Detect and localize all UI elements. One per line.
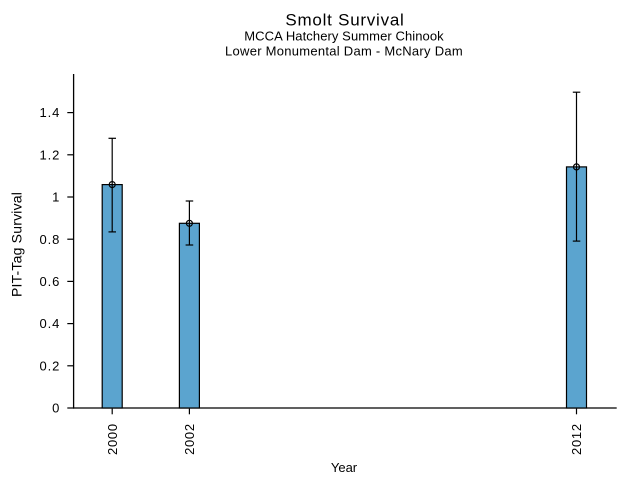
svg-text:2012: 2012 xyxy=(569,423,584,455)
svg-text:2002: 2002 xyxy=(182,423,197,455)
svg-text:0.8: 0.8 xyxy=(40,232,61,247)
svg-text:0.4: 0.4 xyxy=(40,316,61,331)
svg-text:MCCA Hatchery Summer Chinook: MCCA Hatchery Summer Chinook xyxy=(244,28,444,43)
svg-text:Year: Year xyxy=(331,460,358,475)
svg-text:Smolt Survival: Smolt Survival xyxy=(285,11,404,30)
svg-text:1: 1 xyxy=(52,190,60,205)
svg-text:Lower Monumental Dam - McNary: Lower Monumental Dam - McNary Dam xyxy=(225,44,463,59)
svg-text:2000: 2000 xyxy=(105,423,120,455)
svg-text:1.4: 1.4 xyxy=(40,105,61,120)
svg-text:0.6: 0.6 xyxy=(40,274,61,289)
svg-text:0.2: 0.2 xyxy=(40,358,61,373)
svg-text:0: 0 xyxy=(52,401,60,416)
svg-text:PIT-Tag Survival: PIT-Tag Survival xyxy=(8,192,24,297)
svg-text:1.2: 1.2 xyxy=(40,147,61,162)
